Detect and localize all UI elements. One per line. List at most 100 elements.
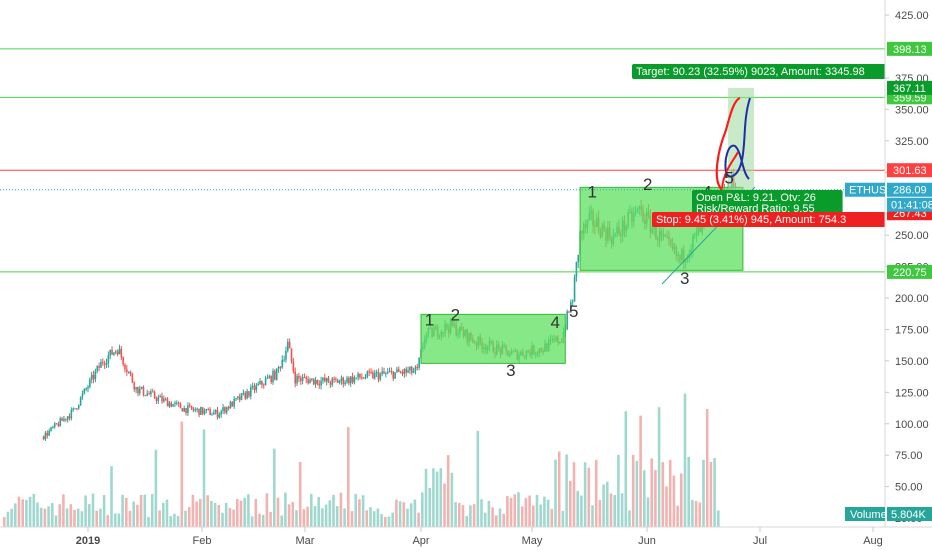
candle-body (242, 392, 245, 394)
y-tick-label: 75.00 (895, 450, 923, 462)
candle-body (370, 371, 372, 373)
candle-body (129, 371, 132, 375)
candle-body (335, 378, 337, 380)
candle-body (139, 388, 141, 394)
candle-body (279, 367, 282, 369)
x-tick-label: May (522, 535, 543, 547)
volume-bar (502, 513, 505, 527)
candle-body (220, 411, 222, 415)
candle-body (299, 378, 302, 381)
volume-bar (635, 460, 639, 527)
volume-bar (539, 504, 542, 527)
volume-bar (402, 502, 406, 527)
volume-bar (228, 507, 232, 527)
level-price-tag-bg (887, 41, 932, 56)
volume-bar (661, 462, 665, 527)
volume-bar (47, 506, 50, 527)
drawn-curve-red (715, 96, 741, 191)
candle-body (324, 377, 326, 382)
stop-label-text: Stop: 9.45 (3.41%) 945, Amount: 754.3 (656, 214, 846, 226)
candle-body (159, 396, 161, 398)
volume-bar (6, 511, 10, 527)
volume-bar (421, 492, 424, 527)
volume-bar (136, 504, 139, 527)
volume-bar (498, 508, 502, 527)
volume-bar (709, 461, 713, 527)
candle-body (168, 402, 171, 407)
candle-body (379, 373, 382, 380)
candle-body (390, 371, 393, 373)
candle-body (566, 311, 568, 330)
candle-body (144, 395, 147, 397)
candle-body (107, 355, 110, 364)
candle-body (253, 385, 256, 391)
candle-body (231, 401, 234, 407)
volume-bar (424, 468, 428, 527)
candle-body (377, 372, 380, 380)
volume-bar (176, 516, 180, 527)
volume-bar (517, 492, 520, 527)
volume-bar (258, 513, 261, 527)
volume-bar (609, 493, 613, 527)
volume-bar (317, 496, 320, 527)
candle-body (90, 374, 93, 380)
candle-body (150, 391, 152, 395)
volume-bar (324, 504, 328, 527)
candle-body (214, 410, 217, 413)
volume-bar (191, 494, 195, 527)
volume-bar (213, 503, 217, 527)
candle-body (283, 359, 285, 361)
candle-body (53, 423, 56, 428)
candle-body (137, 387, 139, 394)
candle-body (327, 378, 330, 383)
volume-bar (358, 499, 361, 527)
volume-bar (276, 497, 280, 527)
volume-bar (432, 468, 435, 527)
volume-bar (139, 494, 143, 527)
target-label-bg (632, 64, 913, 79)
candle-body (172, 404, 174, 407)
candle-body (251, 385, 254, 387)
candle-body (264, 378, 267, 386)
candle-body (163, 398, 165, 402)
candle-body (373, 372, 376, 379)
candle-body (403, 368, 406, 374)
volume-bar (532, 505, 535, 527)
y-tick-label: 175.00 (895, 324, 929, 336)
volume-bar (713, 457, 716, 527)
y-tick-label: 200.00 (895, 293, 929, 305)
volume-bar (206, 495, 209, 527)
volume-bar (520, 506, 524, 527)
candle-body (353, 377, 356, 383)
candle-body (296, 375, 298, 384)
position-price-tag-bg (887, 80, 932, 95)
candle-body (577, 254, 580, 262)
volume-bar (265, 493, 269, 527)
candle-body (248, 391, 250, 397)
consolidation-box (420, 313, 566, 364)
level-price-tag: 398.13 (887, 41, 932, 56)
volume-bar (528, 495, 531, 527)
level-price-tag-text: 301.63 (893, 165, 927, 177)
volume-bar (680, 473, 683, 527)
volume-bar (84, 495, 87, 527)
candle-body (176, 402, 178, 404)
volume-bar (339, 492, 343, 527)
candle-body (59, 418, 62, 427)
volume-bar (73, 509, 76, 527)
position-price-tag-text: 367.11 (893, 83, 926, 95)
volume-bar (672, 475, 676, 527)
volume-bar (76, 508, 80, 527)
candle-body (320, 380, 322, 386)
volume-bar (169, 516, 172, 527)
candle-body (57, 424, 60, 427)
volume-bar (132, 501, 135, 527)
volume-bar (602, 484, 605, 527)
candle-body (227, 407, 230, 409)
volume-bar (232, 509, 235, 527)
volume-bar (654, 470, 657, 527)
candle-body (213, 412, 215, 415)
candle-body (336, 379, 339, 383)
candle-body (261, 380, 263, 385)
